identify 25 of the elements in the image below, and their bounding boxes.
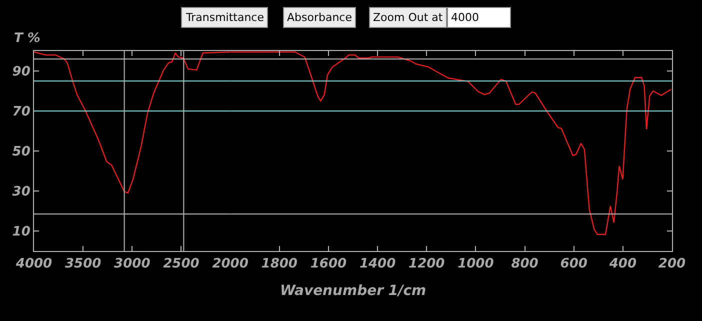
x-tick-label: 1000 xyxy=(458,256,494,272)
x-tick-label: 800 xyxy=(511,256,538,272)
y-tick-label: 50 xyxy=(12,144,30,160)
x-tick-label: 3000 xyxy=(114,256,150,272)
x-tick-label: 3500 xyxy=(64,256,102,272)
text: Zoom Out at xyxy=(373,11,444,24)
x-tick-label: 600 xyxy=(560,256,588,272)
x-tick-label: 1600 xyxy=(310,256,347,272)
y-axis-title: T % xyxy=(14,31,40,46)
x-tick-label: 4000 xyxy=(14,256,52,272)
x-tick-label: 1800 xyxy=(261,256,298,272)
y-tick-label: 30 xyxy=(12,184,30,200)
y-tick-label: 70 xyxy=(12,104,30,120)
text: Transmittance xyxy=(185,11,264,24)
x-axis-title: Wavenumber 1/cm xyxy=(280,283,426,299)
text: Absorbance xyxy=(287,11,352,24)
text: 4000 xyxy=(451,11,479,24)
x-tick-label: 2500 xyxy=(163,256,200,272)
x-tick-label: 1400 xyxy=(359,256,396,272)
x-tick-label: 200 xyxy=(658,256,686,272)
x-tick-label: 2000 xyxy=(212,256,248,272)
x-tick-label: 400 xyxy=(608,256,636,272)
y-tick-label: 90 xyxy=(12,64,30,80)
x-tick-label: 1200 xyxy=(408,256,445,272)
y-tick-label: 10 xyxy=(12,224,30,240)
